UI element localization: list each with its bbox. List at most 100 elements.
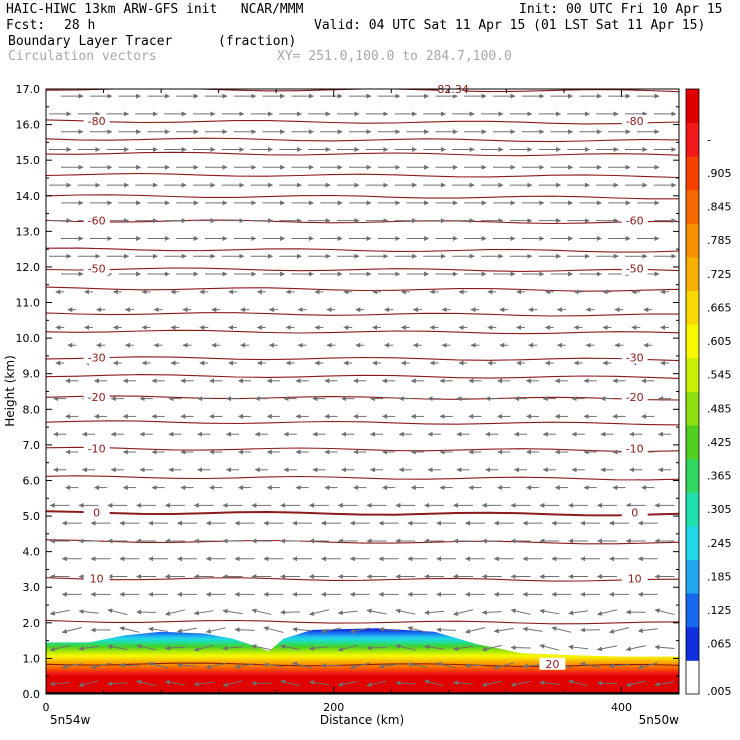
wind-vector: [395, 608, 416, 615]
wind-vector: [596, 645, 618, 652]
wind-vector: [234, 627, 255, 633]
colorbar-label: .665: [707, 302, 732, 315]
contour-label: 0: [93, 507, 100, 520]
wind-vector: [136, 644, 157, 651]
wind-vector: [481, 644, 502, 652]
colorbar-swatch: [686, 425, 699, 460]
wind-vector: [251, 608, 272, 615]
contour-label-bg: [621, 442, 648, 455]
field-units: (fraction): [218, 34, 297, 49]
contour-label-bg: [83, 506, 110, 519]
contour-line: [46, 194, 679, 200]
contour-line: [46, 312, 679, 317]
wind-vector: [407, 626, 428, 633]
wind-vector: [481, 609, 502, 615]
wind-vector: [424, 644, 445, 650]
colorbar-frame: [685, 88, 700, 695]
vectors-label: Circulation vectors: [8, 49, 157, 64]
header-fcst-label: Fcst:: [6, 18, 46, 33]
x-end-label-right: 5n50w: [639, 713, 680, 727]
colorbar-label: .545: [707, 369, 732, 382]
x-tick-label: 400: [611, 701, 632, 714]
wind-vector: [263, 626, 284, 633]
wind-vector: [176, 662, 197, 668]
wind-vector: [280, 679, 301, 687]
colorbar-label: -: [707, 133, 711, 146]
contour-label: -50: [626, 263, 644, 276]
wind-vector: [539, 680, 560, 686]
wind-vector: [464, 663, 485, 669]
contour-line: [46, 577, 679, 582]
wind-vector: [78, 609, 99, 615]
wind-vector: [107, 644, 128, 650]
y-tick-label: 7.0: [23, 439, 41, 452]
contour-line: [46, 172, 679, 179]
wind-vector: [522, 663, 543, 669]
contour-line: [46, 539, 679, 545]
contour-label: -30: [88, 352, 106, 365]
wind-vector: [452, 609, 474, 616]
contour-label-bg: [83, 262, 110, 275]
wind-vector: [625, 680, 646, 688]
y-tick-label: 13.0: [16, 225, 41, 238]
colorbar-swatch: [686, 89, 699, 124]
wind-vector: [654, 644, 675, 650]
wind-vector: [280, 644, 301, 651]
wind-vector: [292, 661, 313, 669]
contour-label-bg: [621, 115, 648, 128]
colorbar-swatch: [686, 593, 699, 628]
contour-label: 10: [628, 572, 642, 585]
contour-line: [46, 267, 679, 272]
contour-label: -10: [626, 442, 644, 455]
wind-vector: [222, 608, 243, 615]
y-tick-label: 17.0: [16, 83, 41, 96]
y-tick-label: 11.0: [16, 297, 41, 310]
header-init: Init: 00 UTC Fri 10 Apr 15: [519, 2, 723, 17]
wind-vector: [176, 627, 198, 634]
wind-vector: [378, 663, 399, 669]
y-tick-label: 5.0: [23, 510, 41, 523]
wind-vector: [596, 680, 617, 686]
tracer-shading: [46, 628, 679, 694]
colorbar-label: .185: [707, 570, 732, 583]
wind-vector: [510, 608, 531, 615]
wind-vector: [337, 681, 358, 687]
contour-line: [46, 219, 679, 225]
y-tick-label: 8.0: [23, 403, 41, 416]
colorbar: .005 .065 .125 .185 .245 .305 .365 .425 .485 .545…: [685, 88, 732, 698]
wind-vector: [395, 680, 416, 686]
wind-vector: [308, 680, 329, 686]
wind-vector: [193, 610, 214, 616]
contour-label-bg: [83, 442, 110, 455]
wind-vector: [654, 681, 675, 687]
colorbar-swatch: [686, 290, 699, 325]
contour-label-bg: [539, 657, 566, 670]
x-axis: 0 200 400: [43, 89, 680, 714]
colorbar-swatch: [686, 223, 699, 258]
wind-vector: [136, 679, 157, 686]
wind-vector: [49, 609, 70, 616]
contour-label-bg: [83, 390, 110, 403]
wind-vector: [654, 608, 675, 616]
wind-vector: [107, 608, 128, 616]
colorbar-swatch: [686, 492, 699, 527]
wind-vector: [510, 680, 531, 687]
contour-label: 10: [90, 572, 104, 585]
wind-vector: [452, 680, 473, 686]
y-tick-label: 2.0: [23, 617, 41, 630]
wind-vector: [78, 645, 99, 651]
y-tick-label: 4.0: [23, 546, 41, 559]
wind-vector: [625, 645, 646, 652]
y-tick-label: 16.0: [16, 119, 41, 132]
contour-label-bg: [621, 572, 648, 585]
colorbar-swatch: [686, 458, 699, 493]
contour-line: [46, 137, 679, 143]
contour-line: [46, 119, 679, 125]
contour-line: [46, 420, 679, 426]
contour-line: [46, 151, 679, 157]
wind-vector: [580, 661, 601, 669]
contour-label-bg: [83, 351, 110, 364]
wind-vector: [424, 679, 445, 687]
plot-area: [46, 89, 679, 694]
wind-vector: [119, 662, 140, 668]
